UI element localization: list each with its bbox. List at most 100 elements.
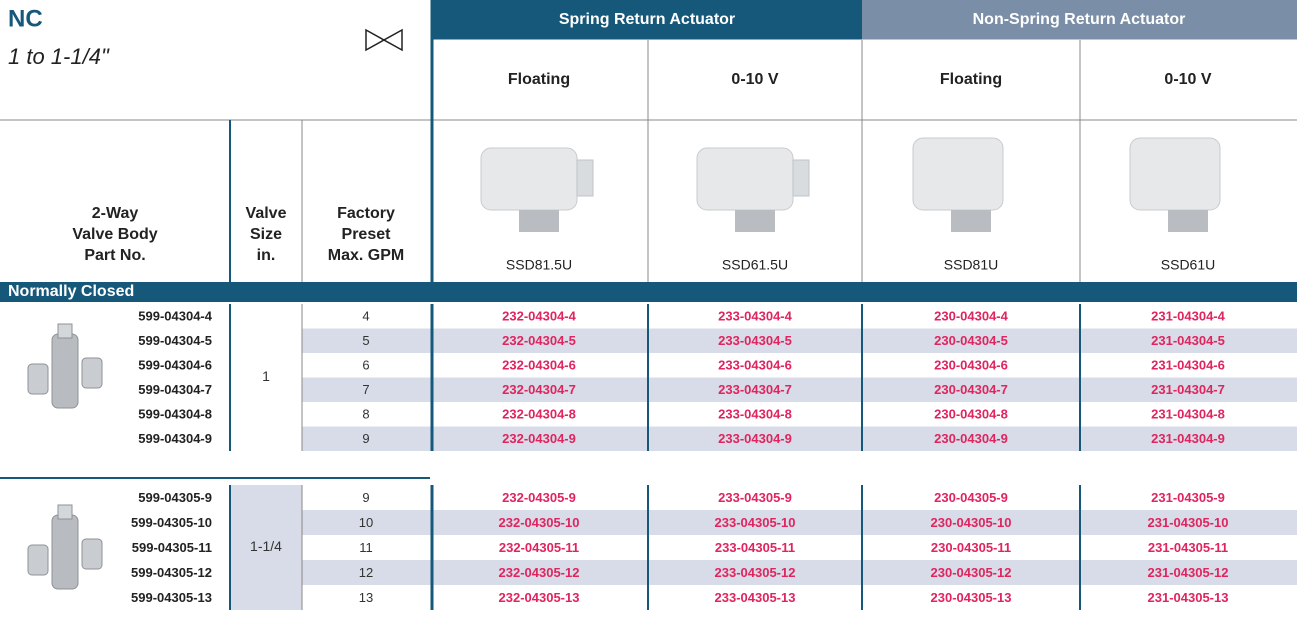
product-code: 232-04304-9 bbox=[502, 431, 576, 446]
product-code: 231-04305-11 bbox=[1148, 540, 1228, 555]
group-header: Spring Return Actuator bbox=[559, 11, 735, 28]
actuator-image bbox=[697, 148, 793, 210]
product-code: 232-04305-11 bbox=[499, 540, 579, 555]
group-header: Non-Spring Return Actuator bbox=[973, 11, 1186, 28]
actuator-image bbox=[1130, 138, 1220, 210]
size-range: 1 to 1-1/4" bbox=[8, 44, 110, 69]
row-shade bbox=[302, 329, 1297, 354]
part-number: 599-04304-9 bbox=[138, 431, 212, 446]
column-header: Valve Body bbox=[72, 226, 157, 243]
product-code: 232-04304-5 bbox=[502, 333, 576, 348]
actuator-image bbox=[951, 210, 991, 232]
control-type: Floating bbox=[508, 71, 570, 88]
product-code: 230-04304-6 bbox=[934, 358, 1008, 373]
product-code: 230-04304-4 bbox=[934, 309, 1008, 324]
valve-image bbox=[82, 539, 102, 569]
product-code: 232-04305-9 bbox=[502, 490, 576, 505]
valve-image bbox=[58, 324, 72, 338]
column-header: Factory bbox=[337, 205, 395, 222]
product-code: 233-04305-12 bbox=[715, 565, 796, 580]
part-number: 599-04304-8 bbox=[138, 407, 212, 422]
gpm: 8 bbox=[362, 407, 369, 422]
column-header: 2-Way bbox=[92, 205, 139, 222]
product-code: 230-04305-12 bbox=[931, 565, 1012, 580]
product-code: 233-04305-9 bbox=[718, 490, 792, 505]
product-code: 231-04305-13 bbox=[1148, 590, 1229, 605]
product-code: 231-04304-6 bbox=[1151, 358, 1225, 373]
valve-image bbox=[28, 364, 48, 394]
valve-size: 1-1/4 bbox=[250, 538, 282, 554]
actuator-image bbox=[1168, 210, 1208, 232]
product-code: 231-04304-7 bbox=[1151, 382, 1225, 397]
gpm: 11 bbox=[359, 540, 373, 555]
part-number: 599-04305-10 bbox=[131, 515, 212, 530]
product-code: 233-04304-7 bbox=[718, 382, 792, 397]
gpm: 9 bbox=[362, 490, 369, 505]
column-header: Part No. bbox=[84, 247, 145, 264]
part-number: 599-04305-13 bbox=[131, 590, 212, 605]
section-title: Normally Closed bbox=[8, 283, 134, 300]
control-type: 0-10 V bbox=[1164, 71, 1211, 88]
product-code: 230-04304-7 bbox=[934, 382, 1008, 397]
model-number: SSD81U bbox=[944, 257, 998, 273]
gpm: 7 bbox=[362, 382, 369, 397]
actuator-image bbox=[481, 148, 577, 210]
column-header: Preset bbox=[342, 226, 392, 243]
column-header: Max. GPM bbox=[328, 247, 404, 264]
actuator-image bbox=[913, 138, 1003, 210]
product-code: 232-04305-12 bbox=[499, 565, 580, 580]
valve-image bbox=[28, 545, 48, 575]
product-code: 231-04304-5 bbox=[1151, 333, 1225, 348]
model-number: SSD61.5U bbox=[722, 257, 788, 273]
model-number: SSD61U bbox=[1161, 257, 1215, 273]
product-code: 233-04304-4 bbox=[718, 309, 792, 324]
product-code: 233-04305-10 bbox=[715, 515, 796, 530]
gpm: 6 bbox=[362, 358, 369, 373]
part-number: 599-04304-6 bbox=[138, 358, 212, 373]
section-band bbox=[0, 282, 1297, 302]
gpm: 12 bbox=[359, 565, 373, 580]
product-code: 231-04304-9 bbox=[1151, 431, 1225, 446]
part-number: 599-04305-12 bbox=[131, 565, 212, 580]
gpm: 13 bbox=[359, 590, 373, 605]
control-type: Floating bbox=[940, 71, 1002, 88]
valve-image bbox=[82, 358, 102, 388]
product-code: 231-04305-9 bbox=[1151, 490, 1225, 505]
actuator-image bbox=[793, 160, 809, 196]
product-code: 232-04304-4 bbox=[502, 309, 576, 324]
product-code: 233-04304-6 bbox=[718, 358, 792, 373]
control-type: 0-10 V bbox=[731, 71, 778, 88]
valve-symbol bbox=[366, 30, 402, 50]
valve-image bbox=[52, 334, 78, 408]
price-table: NC 1 to 1-1/4" Spring Return Actuator No… bbox=[0, 0, 1297, 626]
series-code: NC bbox=[8, 5, 43, 32]
product-code: 233-04304-8 bbox=[718, 407, 792, 422]
valve-image bbox=[58, 505, 72, 519]
product-code: 231-04305-12 bbox=[1148, 565, 1229, 580]
row-shade bbox=[302, 427, 1297, 452]
product-code: 232-04304-8 bbox=[502, 407, 576, 422]
product-code: 230-04304-9 bbox=[934, 431, 1008, 446]
product-code: 231-04304-8 bbox=[1151, 407, 1225, 422]
part-number: 599-04304-7 bbox=[138, 382, 212, 397]
product-code: 231-04304-4 bbox=[1151, 309, 1225, 324]
actuator-image bbox=[577, 160, 593, 196]
part-number: 599-04304-4 bbox=[138, 309, 212, 324]
product-code: 232-04305-13 bbox=[499, 590, 580, 605]
product-code: 231-04305-10 bbox=[1148, 515, 1229, 530]
gpm: 9 bbox=[362, 431, 369, 446]
model-number: SSD81.5U bbox=[506, 257, 572, 273]
part-number: 599-04304-5 bbox=[138, 333, 212, 348]
product-code: 230-04305-10 bbox=[931, 515, 1012, 530]
product-code: 233-04305-11 bbox=[715, 540, 795, 555]
product-code: 233-04304-9 bbox=[718, 431, 792, 446]
product-code: 230-04305-9 bbox=[934, 490, 1008, 505]
part-number: 599-04305-11 bbox=[132, 540, 212, 555]
product-code: 230-04304-8 bbox=[934, 407, 1008, 422]
column-header: in. bbox=[257, 247, 276, 264]
gpm: 4 bbox=[362, 309, 369, 324]
valve-size: 1 bbox=[262, 368, 270, 384]
product-code: 232-04304-6 bbox=[502, 358, 576, 373]
column-header: Size bbox=[250, 226, 282, 243]
product-code: 230-04304-5 bbox=[934, 333, 1008, 348]
